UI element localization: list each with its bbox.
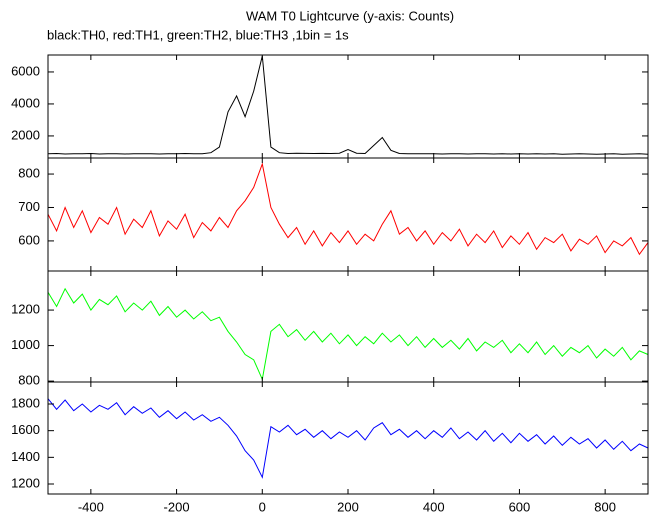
chart-subtitle: black:TH0, red:TH1, green:TH2, blue:TH3 … <box>47 27 349 42</box>
plot-frame <box>47 381 649 495</box>
series-line <box>47 55 649 155</box>
y-tick-label: 4000 <box>11 95 40 110</box>
x-tick-label: -400 <box>78 499 104 514</box>
series-line <box>47 398 649 479</box>
y-tick-label: 1200 <box>11 475 40 490</box>
x-tick-label: 600 <box>509 499 531 514</box>
y-tick-label: 600 <box>18 232 40 247</box>
y-tick-label: 1800 <box>11 395 40 410</box>
series-line <box>47 287 649 381</box>
plot-frame <box>47 270 649 383</box>
y-tick-label: 1000 <box>11 337 40 352</box>
y-tick-label: 1200 <box>11 302 40 317</box>
x-tick-label: 0 <box>259 499 266 514</box>
x-tick-label: 400 <box>423 499 445 514</box>
plot-frame <box>47 54 649 159</box>
plot-frame <box>47 157 649 272</box>
y-tick-label: 1600 <box>11 422 40 437</box>
y-tick-label: 800 <box>18 373 40 388</box>
y-tick-label: 1400 <box>11 449 40 464</box>
x-tick-label: -200 <box>164 499 190 514</box>
y-tick-label: 800 <box>18 165 40 180</box>
chart-title: WAM T0 Lightcurve (y-axis: Counts) <box>246 8 454 23</box>
y-tick-label: 700 <box>18 199 40 214</box>
y-tick-label: 2000 <box>11 127 40 142</box>
x-tick-label: 800 <box>594 499 616 514</box>
series-line <box>47 162 649 256</box>
y-tick-label: 6000 <box>11 63 40 78</box>
x-tick-label: 200 <box>337 499 359 514</box>
